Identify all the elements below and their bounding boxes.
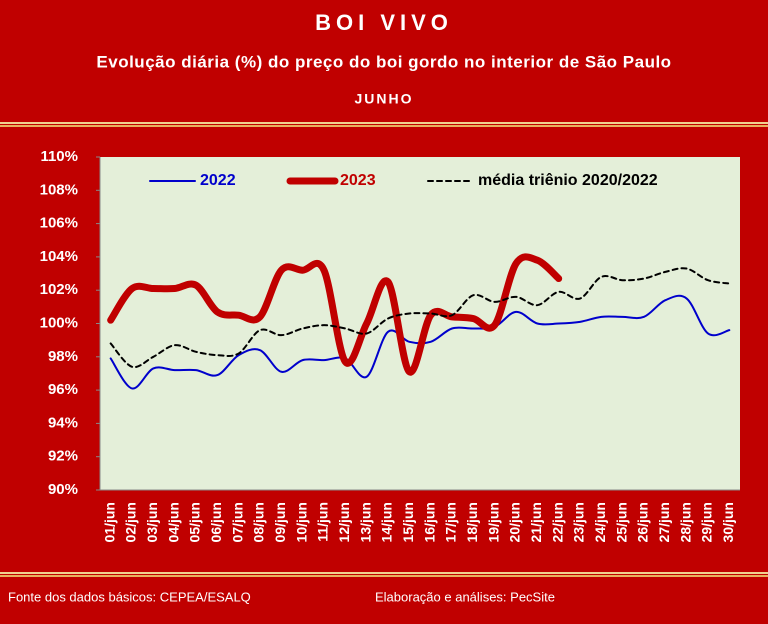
x-tick-label: 15/jun [400, 502, 416, 542]
x-tick-label: 14/jun [379, 502, 395, 542]
x-tick-label: 05/jun [187, 502, 203, 542]
x-tick-label: 20/jun [507, 502, 523, 542]
x-tick-label: 13/jun [357, 502, 373, 542]
x-tick-label: 06/jun [208, 502, 224, 542]
stripe [0, 122, 768, 124]
stripe [0, 575, 768, 577]
credit: Elaboração e análises: PecSite [375, 589, 555, 604]
y-tick-label: 94% [48, 414, 78, 431]
y-tick-label: 98% [48, 348, 78, 365]
legend-label: 2022 [200, 172, 236, 189]
x-tick-label: 03/jun [144, 502, 160, 542]
x-tick-label: 27/jun [656, 502, 672, 542]
series-line [107, 253, 563, 376]
x-tick-label: 10/jun [293, 502, 309, 542]
x-tick-label: 04/jun [165, 502, 181, 542]
stripe [0, 125, 768, 127]
x-tick-label: 18/jun [464, 502, 480, 542]
y-tick-label: 108% [40, 181, 78, 198]
x-tick-label: 24/jun [592, 502, 608, 542]
x-tick-label: 28/jun [677, 502, 693, 542]
x-tick-label: 02/jun [123, 502, 139, 542]
legend-label: média triênio 2020/2022 [478, 172, 658, 189]
x-tick-label: 01/jun [101, 502, 117, 542]
y-tick-label: 104% [40, 248, 78, 265]
chart-title: BOI VIVO [315, 10, 453, 35]
stripe [0, 572, 768, 574]
source: Fonte dos dados básicos: CEPEA/ESALQ [8, 589, 251, 604]
x-tick-label: 21/jun [528, 502, 544, 542]
series-line [109, 267, 731, 369]
x-tick-label: 12/jun [336, 502, 352, 542]
y-tick-label: 110% [40, 148, 78, 165]
x-tick-label: 23/jun [571, 502, 587, 542]
x-tick-label: 17/jun [443, 502, 459, 542]
chart-subtitle: Evolução diária (%) do preço do boi gord… [96, 52, 671, 71]
x-tick-label: 26/jun [635, 502, 651, 542]
x-tick-label: 19/jun [485, 502, 501, 542]
plot-area [100, 157, 740, 490]
x-tick-label: 29/jun [699, 502, 715, 542]
y-tick-label: 106% [40, 215, 78, 232]
x-tick-label: 30/jun [720, 502, 736, 542]
x-tick-label: 07/jun [229, 502, 245, 542]
x-tick-label: 25/jun [613, 502, 629, 542]
x-tick-label: 16/jun [421, 502, 437, 542]
x-tick-label: 08/jun [251, 502, 267, 542]
y-tick-label: 90% [48, 481, 78, 498]
legend-label: 2023 [340, 172, 376, 189]
period: JUNHO [354, 91, 413, 107]
y-tick-label: 102% [40, 281, 78, 298]
y-tick-label: 100% [40, 314, 78, 331]
x-tick-label: 22/jun [549, 502, 565, 542]
x-tick-label: 09/jun [272, 502, 288, 542]
x-tick-label: 11/jun [315, 502, 331, 542]
y-tick-label: 92% [48, 448, 78, 465]
y-tick-label: 96% [48, 381, 78, 398]
